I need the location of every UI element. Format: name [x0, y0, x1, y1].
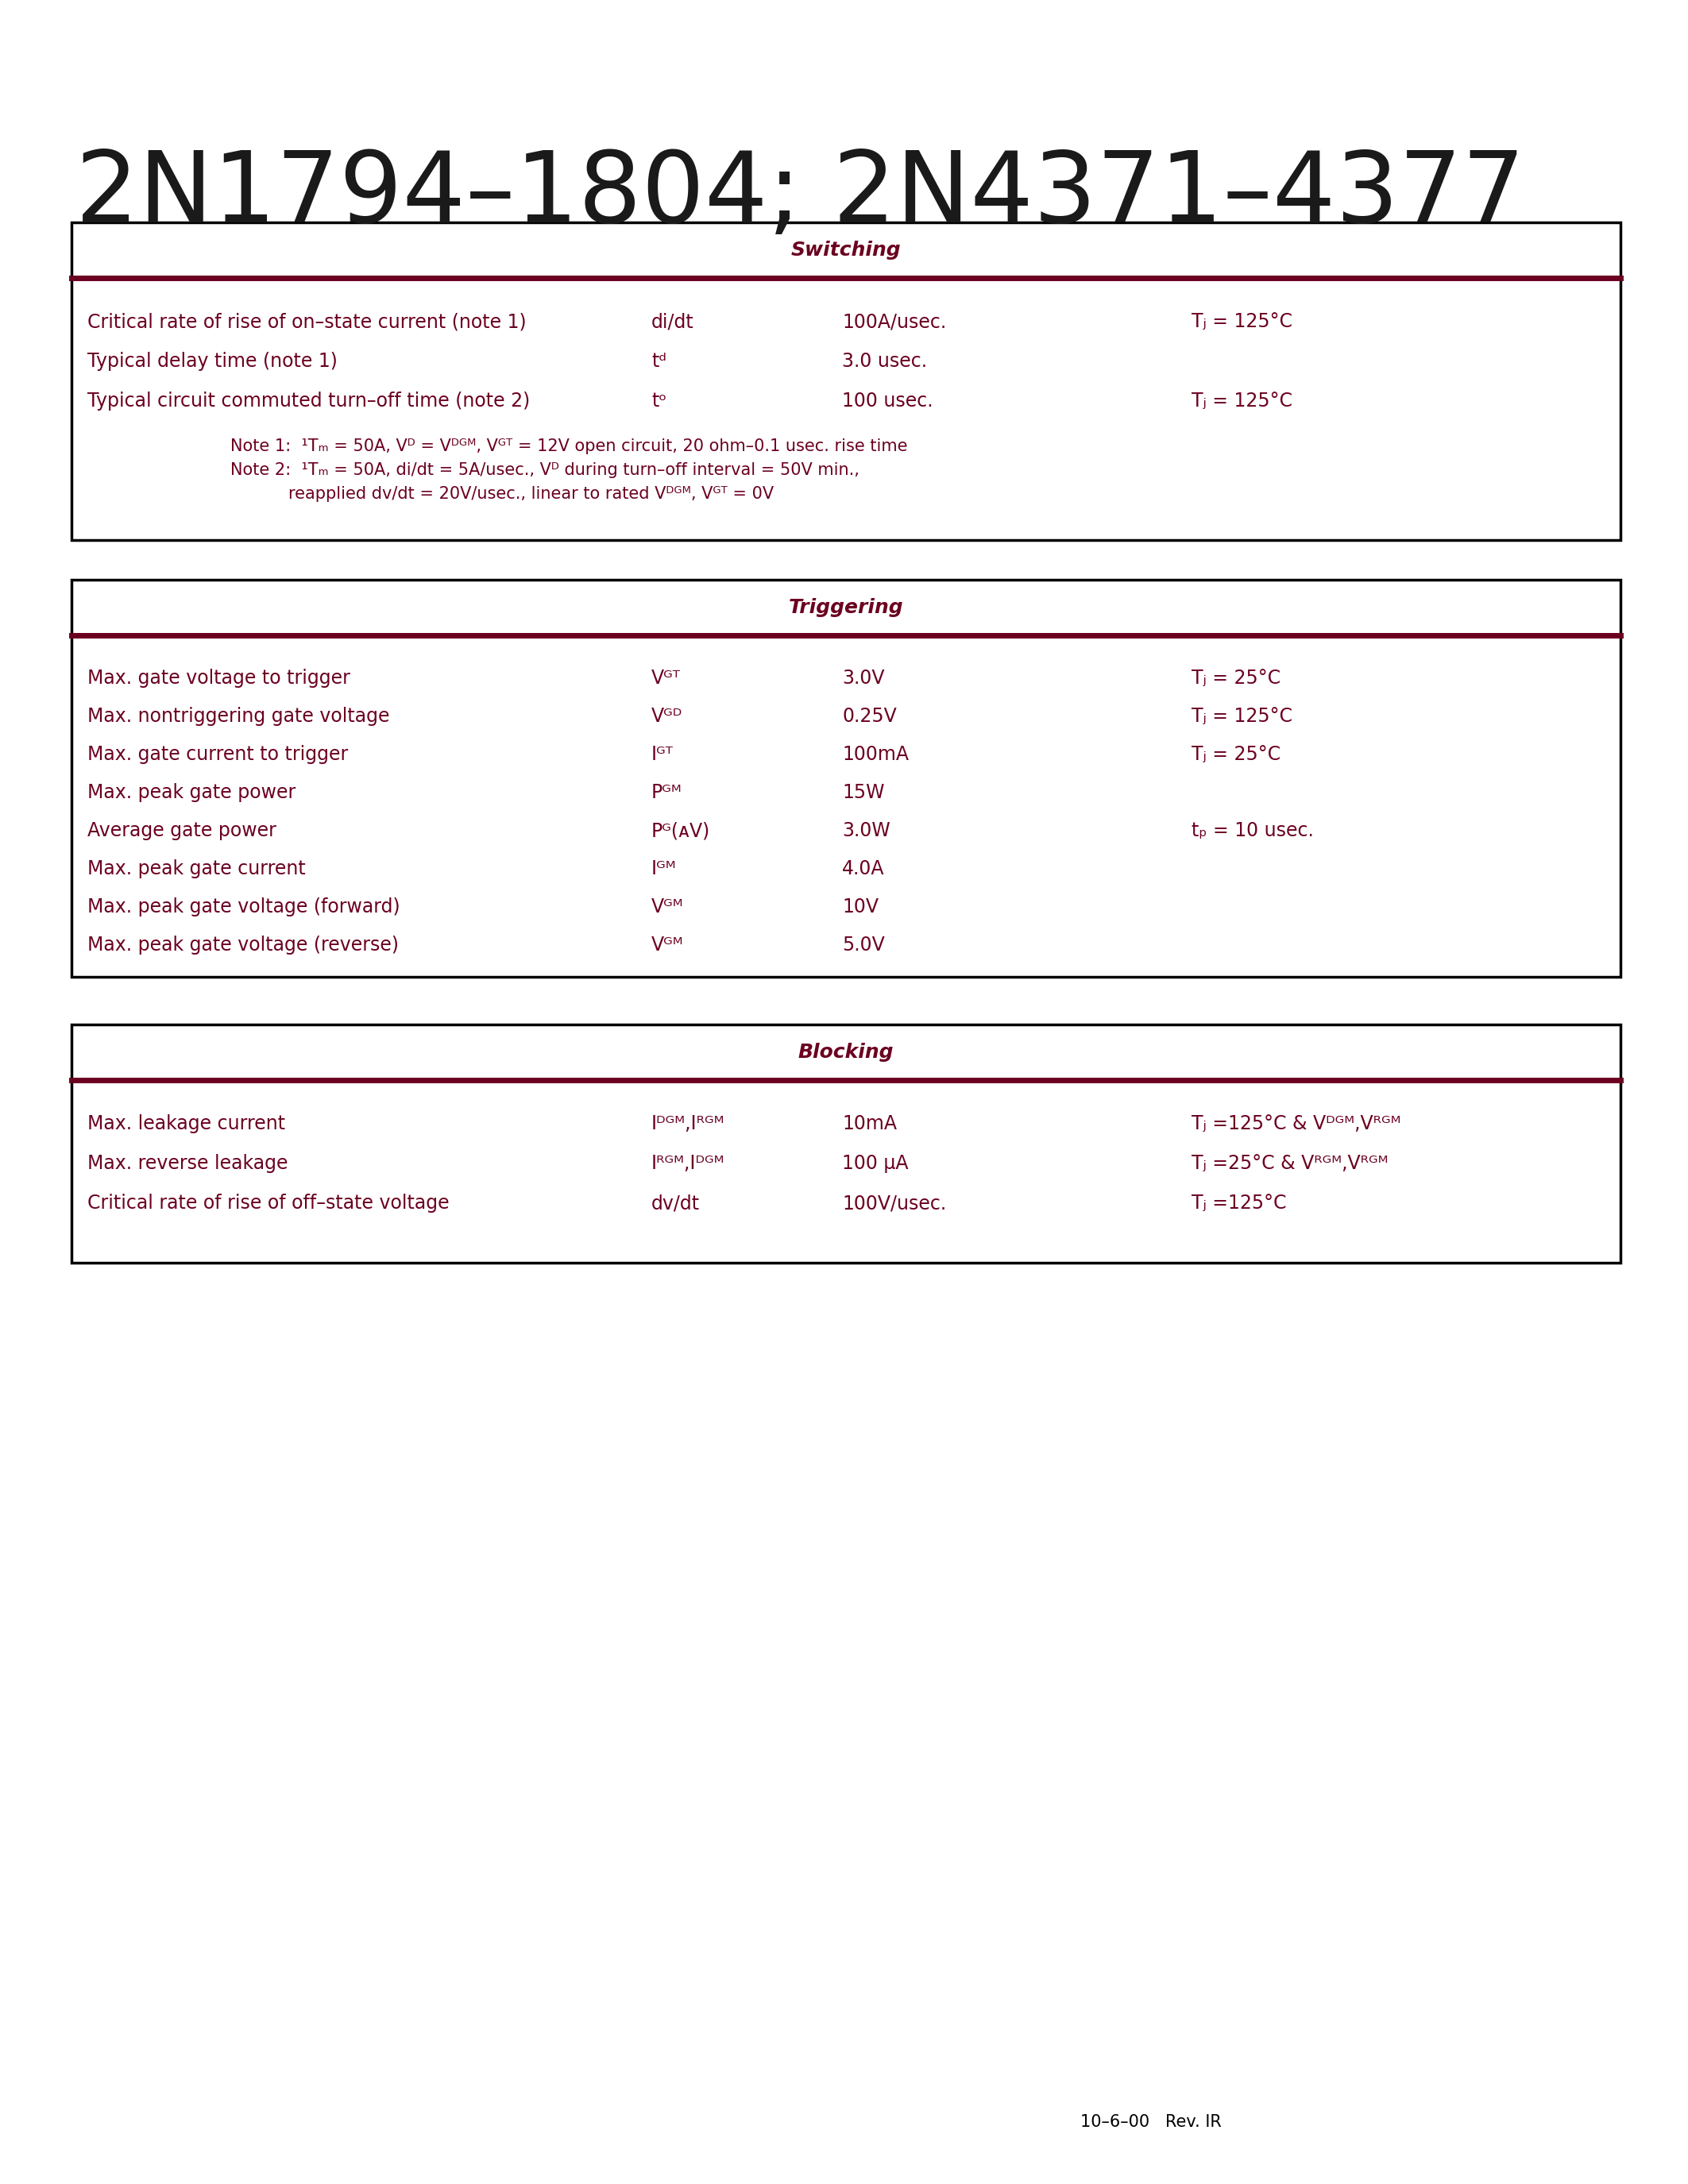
Text: Max. peak gate current: Max. peak gate current	[88, 858, 306, 878]
Text: 3.0V: 3.0V	[842, 668, 885, 688]
Text: dv/dt: dv/dt	[652, 1195, 701, 1212]
Text: Triggering: Triggering	[788, 598, 903, 618]
Text: Max. gate current to trigger: Max. gate current to trigger	[88, 745, 348, 764]
Text: Tⱼ =125°C: Tⱼ =125°C	[1192, 1195, 1286, 1212]
Text: Iᴳᴹ: Iᴳᴹ	[652, 858, 677, 878]
Text: reapplied dv/dt = 20V/usec., linear to rated Vᴰᴳᴹ, Vᴳᵀ = 0V: reapplied dv/dt = 20V/usec., linear to r…	[289, 487, 773, 502]
Text: Typical delay time (note 1): Typical delay time (note 1)	[88, 352, 338, 371]
Text: Max. nontriggering gate voltage: Max. nontriggering gate voltage	[88, 708, 390, 725]
Text: 3.0 usec.: 3.0 usec.	[842, 352, 927, 371]
Text: 5.0V: 5.0V	[842, 935, 885, 954]
Text: Tⱼ = 125°C: Tⱼ = 125°C	[1192, 391, 1293, 411]
Text: 100mA: 100mA	[842, 745, 908, 764]
Text: tᵈ: tᵈ	[652, 352, 667, 371]
Text: 10mA: 10mA	[842, 1114, 896, 1133]
Text: tᵒ: tᵒ	[652, 391, 667, 411]
Text: 3.0W: 3.0W	[842, 821, 890, 841]
Text: Critical rate of rise of off–state voltage: Critical rate of rise of off–state volta…	[88, 1195, 449, 1212]
Text: Vᴳᵀ: Vᴳᵀ	[652, 668, 680, 688]
Text: Vᴳᴰ: Vᴳᴰ	[652, 708, 682, 725]
Text: Switching: Switching	[792, 240, 901, 260]
Text: Max. peak gate voltage (forward): Max. peak gate voltage (forward)	[88, 898, 400, 917]
Text: Iᴳᵀ: Iᴳᵀ	[652, 745, 674, 764]
Text: Iᴰᴳᴹ,Iᴿᴳᴹ: Iᴰᴳᴹ,Iᴿᴳᴹ	[652, 1114, 724, 1133]
Text: Pᴳ(ᴀV): Pᴳ(ᴀV)	[652, 821, 711, 841]
Text: Max. peak gate power: Max. peak gate power	[88, 784, 295, 802]
Text: Max. leakage current: Max. leakage current	[88, 1114, 285, 1133]
Text: Tⱼ = 25°C: Tⱼ = 25°C	[1192, 668, 1281, 688]
Text: 15W: 15W	[842, 784, 885, 802]
Text: Blocking: Blocking	[798, 1042, 895, 1061]
Text: Tⱼ =25°C & Vᴿᴳᴹ,Vᴿᴳᴹ: Tⱼ =25°C & Vᴿᴳᴹ,Vᴿᴳᴹ	[1192, 1153, 1388, 1173]
Text: 100A/usec.: 100A/usec.	[842, 312, 947, 332]
Text: Note 2:  ¹Tₘ = 50A, di/dt = 5A/usec., Vᴰ during turn–off interval = 50V min.,: Note 2: ¹Tₘ = 50A, di/dt = 5A/usec., Vᴰ …	[230, 463, 859, 478]
Text: Max. gate voltage to trigger: Max. gate voltage to trigger	[88, 668, 349, 688]
Text: Tⱼ = 25°C: Tⱼ = 25°C	[1192, 745, 1281, 764]
Bar	[71, 223, 1620, 539]
Text: tₚ = 10 usec.: tₚ = 10 usec.	[1192, 821, 1313, 841]
Bar	[71, 579, 1620, 976]
Text: 2N1794–1804; 2N4371–4377: 2N1794–1804; 2N4371–4377	[76, 146, 1524, 242]
Text: Iᴿᴳᴹ,Iᴰᴳᴹ: Iᴿᴳᴹ,Iᴰᴳᴹ	[652, 1153, 724, 1173]
Text: Vᴳᴹ: Vᴳᴹ	[652, 898, 684, 917]
Text: Tⱼ = 125°C: Tⱼ = 125°C	[1192, 312, 1293, 332]
Text: Typical circuit commuted turn–off time (note 2): Typical circuit commuted turn–off time (…	[88, 391, 530, 411]
Text: 100 usec.: 100 usec.	[842, 391, 933, 411]
Text: 100 μA: 100 μA	[842, 1153, 908, 1173]
Text: Vᴳᴹ: Vᴳᴹ	[652, 935, 684, 954]
Text: Tⱼ =125°C & Vᴰᴳᴹ,Vᴿᴳᴹ: Tⱼ =125°C & Vᴰᴳᴹ,Vᴿᴳᴹ	[1192, 1114, 1401, 1133]
Text: 0.25V: 0.25V	[842, 708, 896, 725]
Text: Tⱼ = 125°C: Tⱼ = 125°C	[1192, 708, 1293, 725]
Text: di/dt: di/dt	[652, 312, 694, 332]
Text: Max. reverse leakage: Max. reverse leakage	[88, 1153, 289, 1173]
Text: Max. peak gate voltage (reverse): Max. peak gate voltage (reverse)	[88, 935, 398, 954]
Bar	[71, 1024, 1620, 1262]
Text: 10V: 10V	[842, 898, 878, 917]
Text: Pᴳᴹ: Pᴳᴹ	[652, 784, 682, 802]
Text: 10–6–00   Rev. IR: 10–6–00 Rev. IR	[1080, 2114, 1222, 2129]
Text: Average gate power: Average gate power	[88, 821, 277, 841]
Text: Note 1:  ¹Tₘ = 50A, Vᴰ = Vᴰᴳᴹ, Vᴳᵀ = 12V open circuit, 20 ohm–0.1 usec. rise tim: Note 1: ¹Tₘ = 50A, Vᴰ = Vᴰᴳᴹ, Vᴳᵀ = 12V …	[230, 439, 908, 454]
Text: 100V/usec.: 100V/usec.	[842, 1195, 947, 1212]
Text: Critical rate of rise of on–state current (note 1): Critical rate of rise of on–state curren…	[88, 312, 527, 332]
Text: 4.0A: 4.0A	[842, 858, 885, 878]
